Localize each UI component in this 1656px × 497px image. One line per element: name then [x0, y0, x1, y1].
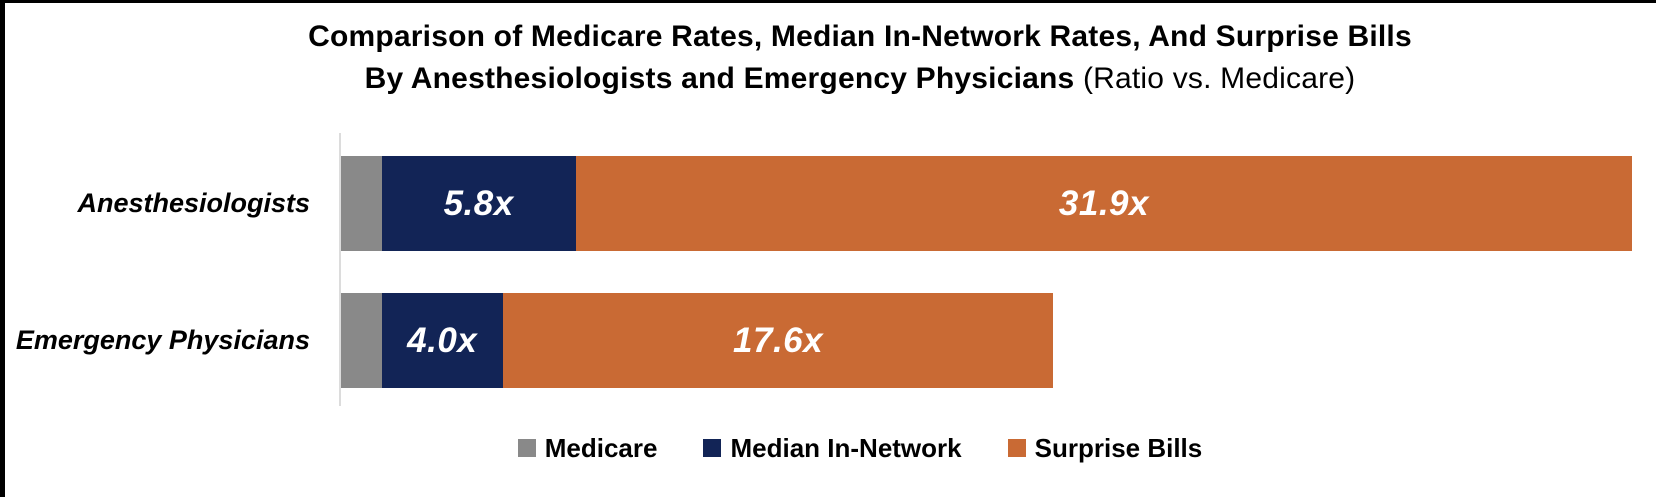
bar-value-label: 17.6x	[733, 320, 824, 360]
legend-label: Medicare	[544, 432, 658, 463]
bar-segment-medicare	[341, 293, 382, 388]
legend-item-surprise_bills: Surprise Bills	[1007, 432, 1203, 464]
chart-title-line2: By Anesthesiologists and Emergency Physi…	[64, 58, 1656, 100]
bar-row: 5.8x 31.9x	[341, 156, 1633, 251]
legend-item-medicare: Medicare	[517, 432, 658, 464]
category-label: Anesthesiologists	[77, 188, 310, 218]
bar-value-label: 5.8x	[443, 183, 514, 223]
bar-segment-surprise_bills: 17.6x	[502, 293, 1054, 388]
legend-item-median_in_network: Median In-Network	[703, 432, 962, 464]
legend-label: Surprise Bills	[1034, 432, 1203, 463]
frame-border-left	[0, 0, 5, 497]
bar-value-label: 4.0x	[407, 320, 478, 360]
legend-swatch-icon	[703, 439, 722, 457]
bar-row: 4.0x 17.6x	[341, 293, 1054, 388]
chart-title: Comparison of Medicare Rates, Median In-…	[64, 16, 1656, 100]
frame-border-top	[0, 0, 1656, 3]
bar-value-label: 31.9x	[1058, 183, 1149, 223]
legend: Medicare Median In-Network Surprise Bills	[64, 424, 1656, 472]
chart-title-line2-bold: By Anesthesiologists and Emergency Physi…	[364, 62, 1075, 95]
category-label: Emergency Physicians	[15, 325, 310, 355]
bar-segment-median_in_network: 5.8x	[381, 156, 576, 251]
legend-swatch-icon	[1007, 439, 1026, 457]
chart-title-line1: Comparison of Medicare Rates, Median In-…	[308, 20, 1412, 53]
chart-title-line2-regular: (Ratio vs. Medicare)	[1074, 62, 1356, 95]
category-axis-line	[339, 133, 341, 406]
legend-label: Median In-Network	[730, 432, 962, 463]
legend-swatch-icon	[517, 439, 536, 457]
bar-segment-median_in_network: 4.0x	[381, 293, 503, 388]
bar-segment-medicare	[341, 156, 382, 251]
bar-segment-surprise_bills: 31.9x	[575, 156, 1633, 251]
